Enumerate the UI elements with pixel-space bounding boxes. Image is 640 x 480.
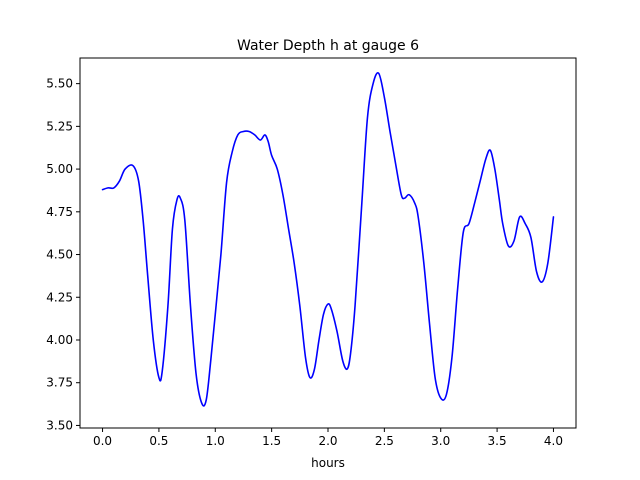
axes-frame [79,57,577,429]
x-tick-label: 1.5 [262,434,281,448]
x-tick-label: 0.5 [149,434,168,448]
x-tick-label: 4.0 [544,434,563,448]
x-axis-ticks: 0.0 0.5 1.0 1.5 2.0 2.5 3.0 3.5 4.0 [93,428,563,448]
y-tick-label: 5.25 [46,119,73,133]
y-tick-label: 4.00 [46,333,73,347]
y-tick-label: 4.75 [46,205,73,219]
x-tick-label: 1.0 [206,434,225,448]
y-tick-label: 4.50 [46,248,73,262]
x-tick-label: 0.0 [93,434,112,448]
plot-area [101,72,555,407]
x-axis-label: hours [311,456,345,470]
y-tick-label: 5.50 [46,77,73,91]
y-tick-label: 3.75 [46,376,73,390]
y-tick-label: 5.00 [46,162,73,176]
x-tick-label: 2.0 [318,434,337,448]
y-axis-ticks: 3.50 3.75 4.00 4.25 4.50 4.75 5.00 5.25 5.50 [46,77,80,432]
series-line [101,72,555,407]
y-tick-label: 3.50 [46,418,73,432]
chart-title: Water Depth h at gauge 6 [237,38,419,54]
y-tick-label: 4.25 [46,290,73,304]
x-tick-label: 2.5 [375,434,394,448]
x-tick-label: 3.5 [488,434,507,448]
x-tick-label: 3.0 [431,434,450,448]
